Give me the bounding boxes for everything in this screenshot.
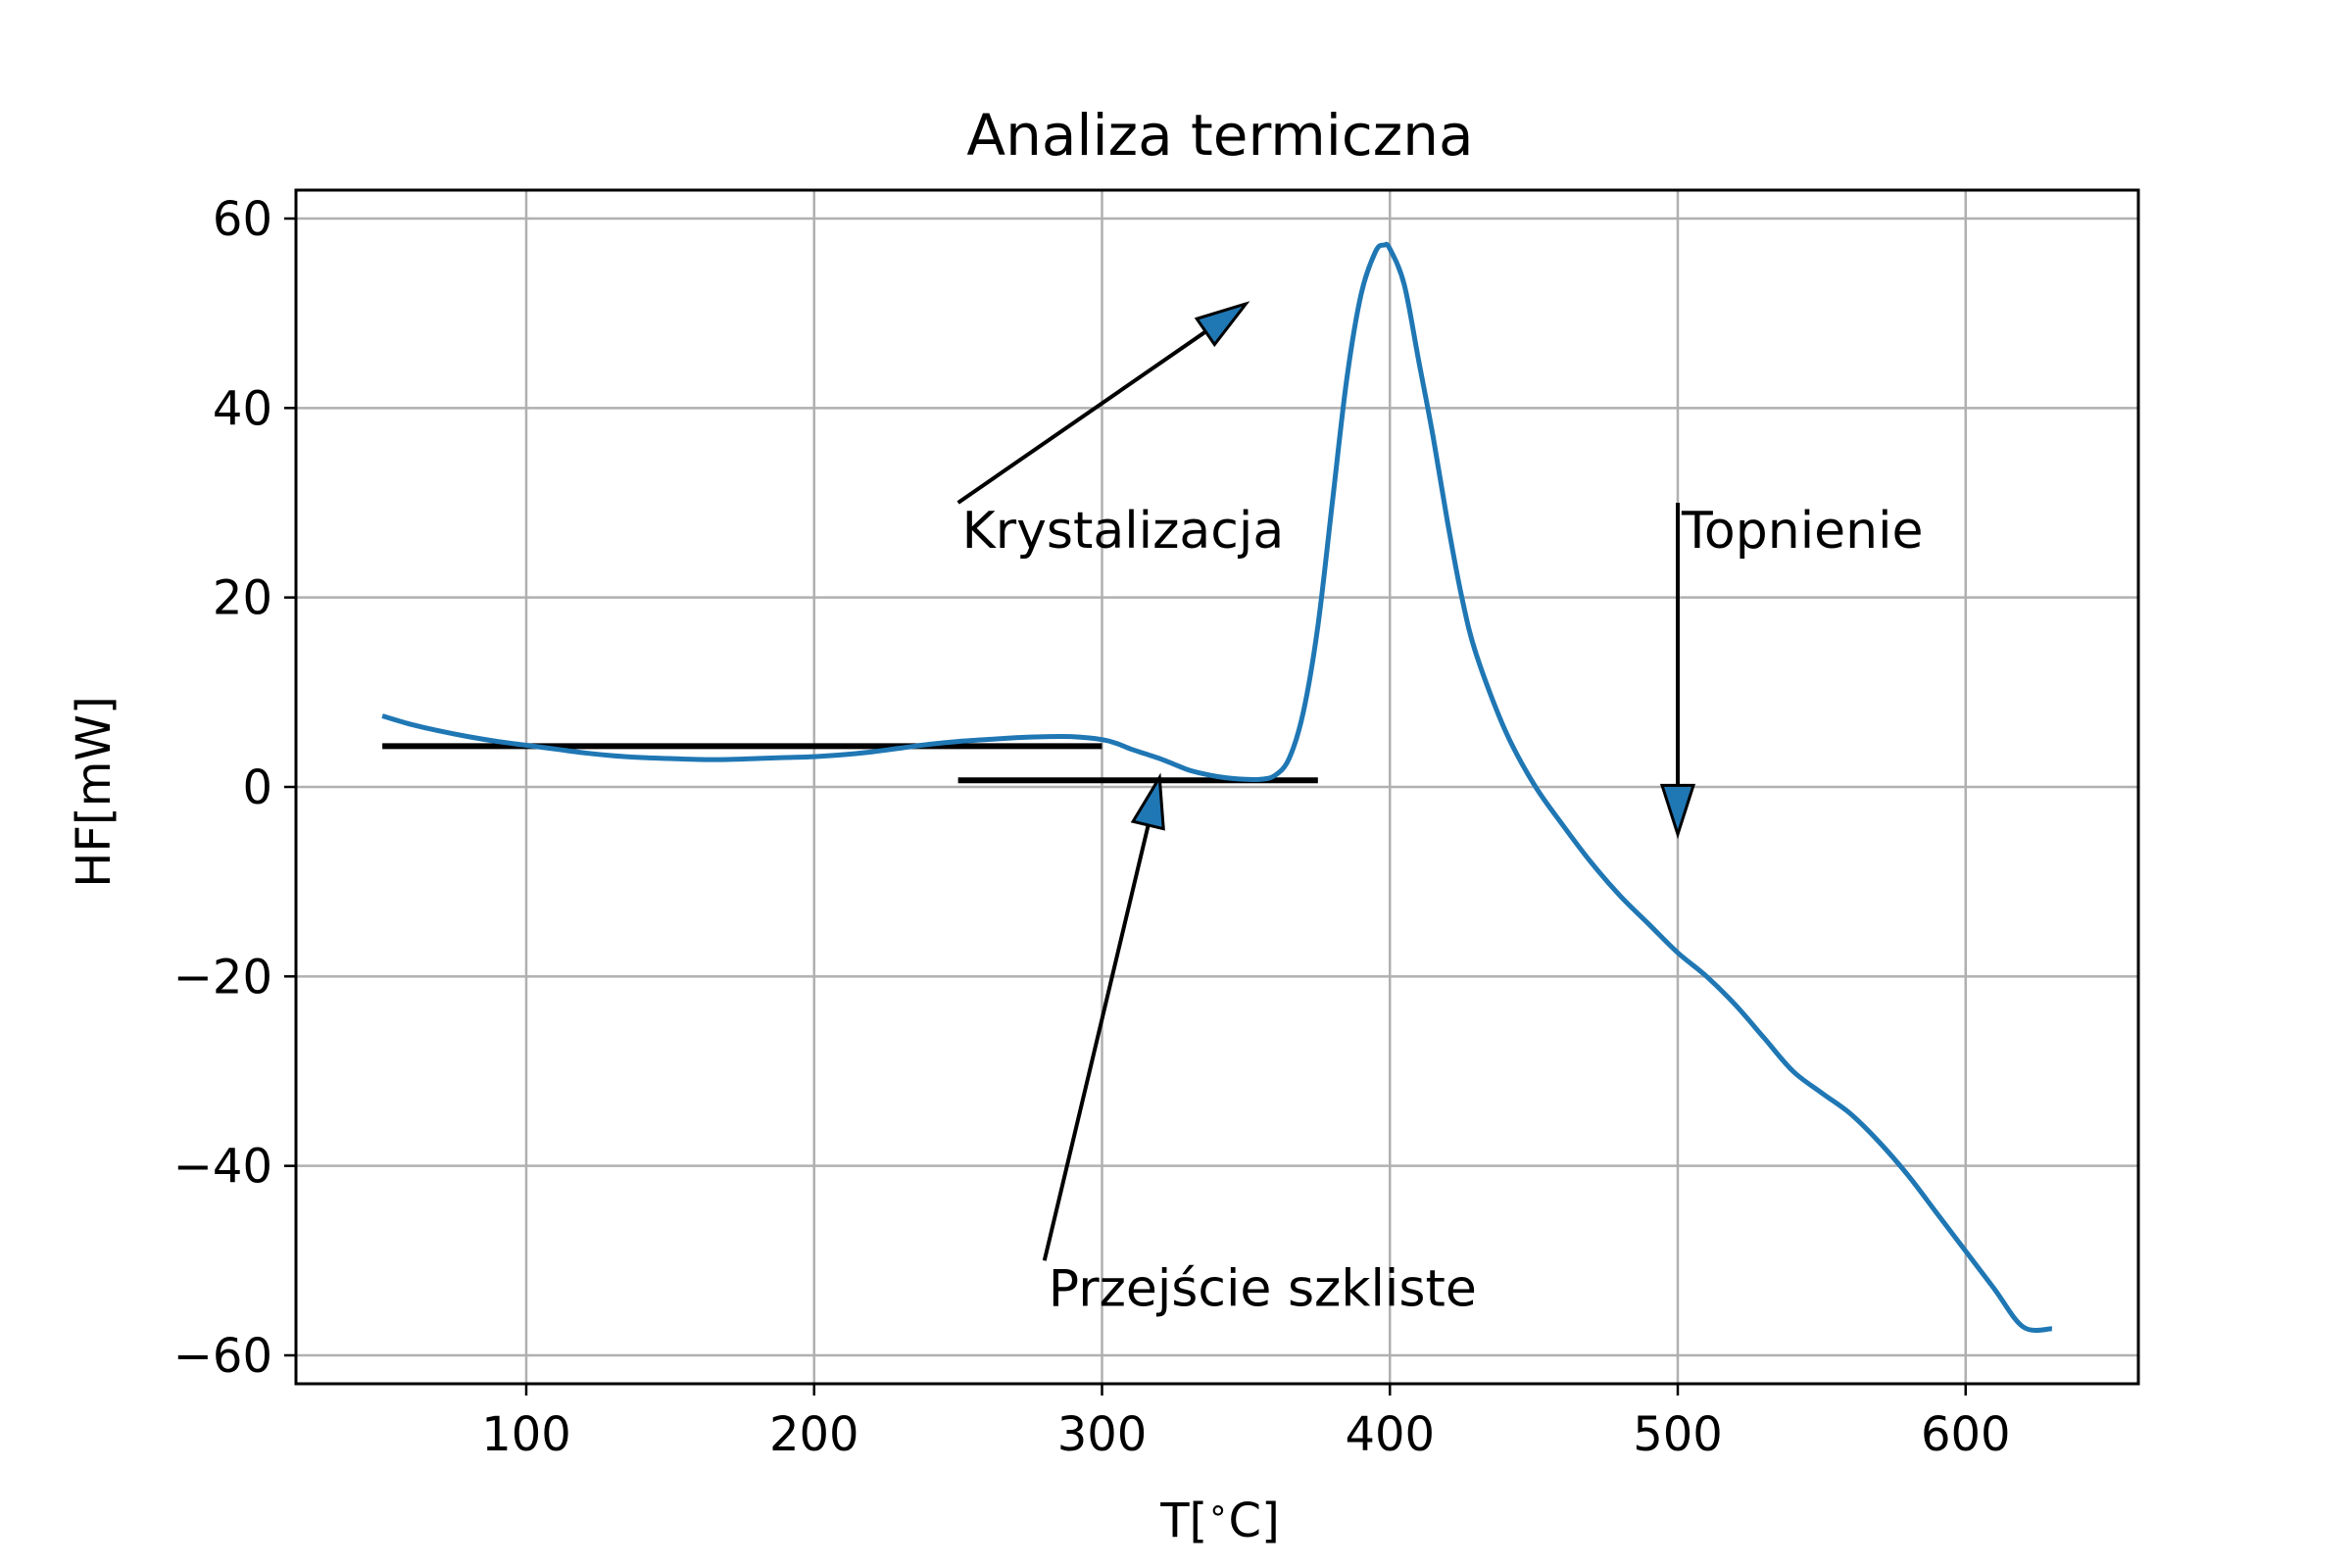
- y-tick-label: 40: [213, 381, 272, 436]
- x-axis-label: T[∘C]: [1159, 1491, 1280, 1548]
- y-tick-label: 20: [213, 571, 272, 626]
- annotations: Krystalizacja Przejście szkliste Topnienie: [956, 301, 1924, 1318]
- y-tick-label: 60: [213, 192, 272, 247]
- annotation-arrow-shaft: [1042, 824, 1151, 1261]
- x-tick-label: 600: [1921, 1407, 2011, 1462]
- y-tick-label: −60: [173, 1329, 272, 1384]
- annotation-label: Topnienie: [1681, 502, 1924, 561]
- y-tick-label: −40: [173, 1140, 272, 1195]
- y-tick-label: 0: [242, 760, 272, 815]
- annotation-arrow-head: [1194, 301, 1250, 348]
- annotation-arrow-shaft: [956, 329, 1207, 505]
- annotation-arrow-head: [1130, 772, 1165, 831]
- y-axis-label: HF[mW]: [67, 696, 122, 887]
- x-tick-label: 500: [1633, 1407, 1723, 1462]
- y-axis-ticks: 60 40 20 0 −20 −40 −60: [173, 192, 296, 1384]
- y-tick-label: −20: [173, 950, 272, 1004]
- x-tick-label: 100: [481, 1407, 571, 1462]
- annotation-label: Przejście szkliste: [1049, 1259, 1477, 1318]
- chart-title: Analiza termiczna: [966, 102, 1473, 169]
- hf-series-line: [381, 241, 2053, 1334]
- x-axis-ticks: 100 200 300 400 500 600: [481, 1384, 2011, 1462]
- annotation-label: Krystalizacja: [962, 502, 1285, 561]
- x-tick-label: 200: [769, 1407, 859, 1462]
- x-tick-label: 400: [1345, 1407, 1435, 1462]
- series-layer: [381, 241, 2053, 1334]
- annotation-arrow-head: [1659, 783, 1696, 840]
- x-tick-label: 300: [1057, 1407, 1148, 1462]
